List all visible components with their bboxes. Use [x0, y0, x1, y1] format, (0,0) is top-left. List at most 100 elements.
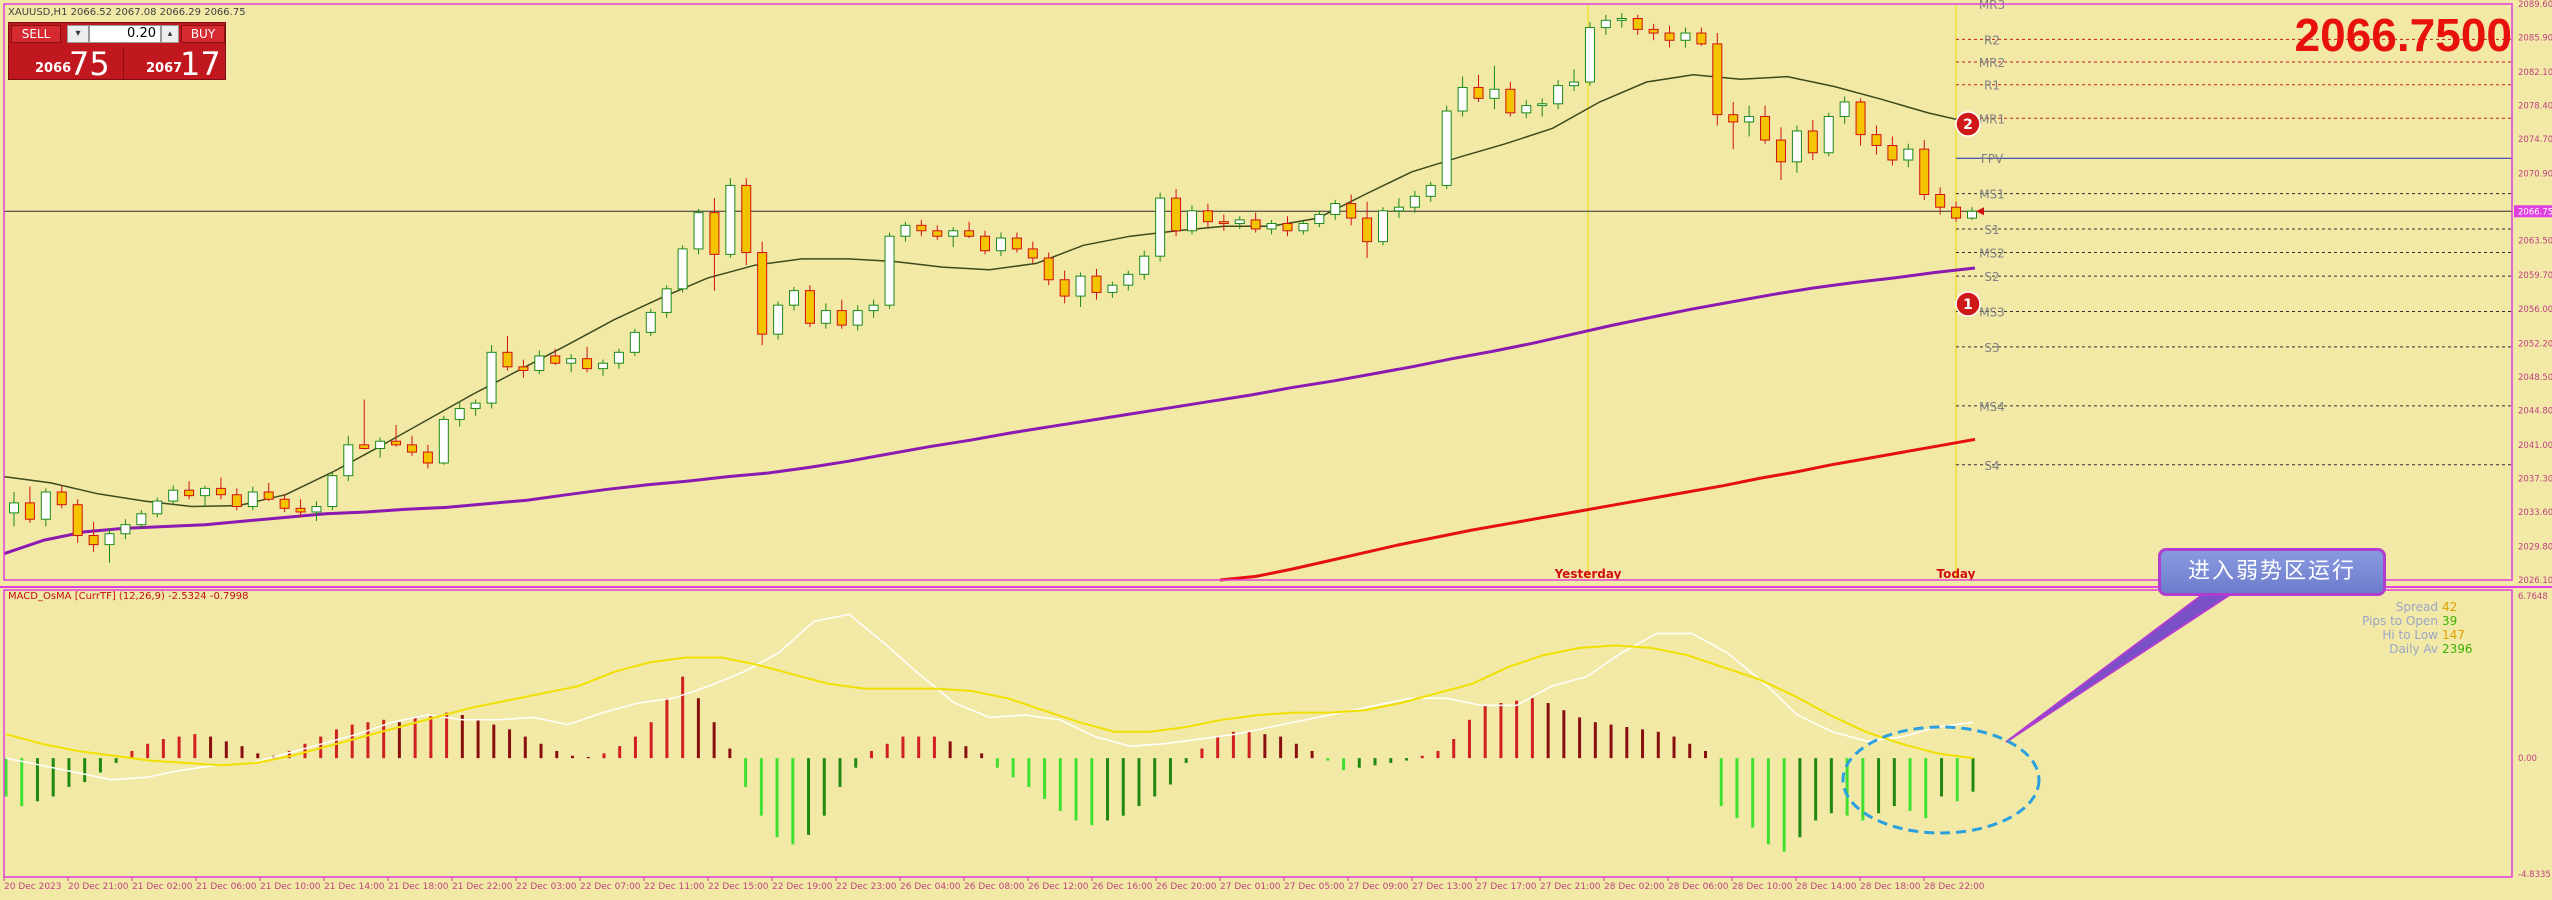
candle — [1935, 187, 1946, 215]
candle — [9, 492, 19, 527]
lot-size-input[interactable]: 0.20 — [89, 25, 161, 43]
ma-line-1 — [3, 74, 1976, 508]
candle — [136, 510, 147, 529]
candle — [1553, 80, 1564, 110]
candle — [804, 285, 815, 327]
time-axis-label: 26 Dec 04:00 — [900, 882, 961, 892]
price-axis-label: 2048.50 — [2518, 373, 2552, 383]
candle — [1171, 189, 1182, 237]
price-axis-label: 2033.60 — [2518, 508, 2552, 518]
candle-body — [1600, 19, 1611, 29]
candle-body — [1584, 27, 1595, 83]
time-axis-label: 26 Dec 08:00 — [964, 882, 1025, 892]
time-axis-label: 22 Dec 19:00 — [772, 882, 833, 892]
candle — [1919, 140, 1930, 200]
candle — [1011, 232, 1022, 253]
ma-line-2 — [3, 266, 1976, 556]
time-axis-label: 22 Dec 03:00 — [516, 882, 577, 892]
candle-body — [868, 304, 879, 312]
candle — [1218, 214, 1229, 231]
candle-body — [375, 440, 386, 449]
candle — [1855, 98, 1866, 146]
candle — [231, 488, 242, 511]
candle-body — [231, 494, 242, 508]
candle — [597, 359, 608, 376]
candle — [693, 209, 704, 255]
candle-body — [1839, 101, 1850, 117]
pivot-label-fpv: FPV — [1981, 152, 2004, 166]
candle — [1409, 190, 1420, 213]
candle — [1967, 207, 1977, 220]
candle — [1457, 76, 1468, 117]
candle-body — [1728, 114, 1739, 123]
candle-body — [550, 355, 561, 364]
candle — [852, 305, 863, 331]
pivot-label-r1: R1 — [1984, 79, 2000, 93]
pivot-label-ms1: MS1 — [1979, 188, 2005, 202]
pivot-label-r2: R2 — [1984, 33, 2000, 47]
time-axis-label: 22 Dec 07:00 — [580, 882, 641, 892]
candle — [1123, 270, 1134, 291]
candle-body — [916, 224, 927, 232]
candle-body — [343, 444, 354, 477]
stats-label: Pips to Open — [2362, 614, 2438, 628]
candle-body — [964, 230, 975, 237]
candle-body — [1282, 223, 1293, 232]
buy-price[interactable]: 2067 17 — [123, 45, 224, 83]
candle — [1871, 125, 1882, 155]
candle-body — [502, 351, 513, 368]
stats-label: Spread — [2395, 600, 2438, 614]
candle-body — [852, 310, 863, 326]
candle — [1075, 272, 1086, 307]
candle — [900, 221, 911, 242]
candle-body — [1521, 105, 1532, 114]
stats-value: 2396 — [2442, 642, 2473, 656]
candle — [1139, 250, 1150, 280]
candle — [1441, 105, 1452, 190]
weak-zone-ellipse — [1841, 725, 2041, 835]
candle — [1027, 241, 1038, 264]
macd-axis-label: 0.00 — [2518, 754, 2537, 764]
buy-price-big: 17 — [180, 45, 221, 83]
candle — [1823, 112, 1834, 157]
candle-body — [1330, 203, 1341, 215]
candle — [1505, 82, 1516, 117]
stats-label: Hi to Low — [2382, 628, 2438, 642]
candle — [1712, 33, 1723, 126]
candle — [486, 345, 497, 409]
pivot-label-mr2: MR2 — [1979, 56, 2005, 70]
annotations: 12 — [1841, 111, 2238, 835]
candle — [343, 435, 354, 482]
candle-body — [1903, 148, 1914, 161]
candle-body — [327, 475, 338, 508]
candle-body — [1648, 28, 1659, 34]
candle-body — [932, 230, 943, 237]
lot-up-button[interactable]: ▴ — [161, 25, 179, 43]
candle — [948, 227, 959, 248]
candle — [677, 245, 688, 293]
candle — [820, 303, 831, 329]
sell-button[interactable]: SELL — [11, 25, 61, 43]
candle — [757, 241, 768, 346]
time-axis-label: 28 Dec 22:00 — [1924, 882, 1985, 892]
marker-number-2: 2 — [1963, 117, 1973, 133]
candle — [566, 354, 577, 373]
candle — [868, 299, 879, 318]
time-axis-label: 20 Dec 21:00 — [68, 882, 129, 892]
candle-body — [1473, 86, 1484, 99]
sell-price[interactable]: 2066 75 — [13, 45, 117, 83]
candle-body — [486, 351, 497, 404]
lot-down-button[interactable]: ▾ — [67, 25, 89, 43]
price-axis-label: 2066.75 — [2518, 207, 2552, 217]
time-axis-label: 26 Dec 16:00 — [1092, 882, 1153, 892]
moving-averages — [3, 74, 1976, 582]
candle-body — [1760, 115, 1771, 141]
sell-price-big: 75 — [69, 45, 110, 83]
candle-body — [884, 235, 895, 306]
time-axis-label: 22 Dec 15:00 — [708, 882, 769, 892]
candle — [1903, 143, 1914, 168]
candle — [1155, 192, 1166, 262]
buy-button[interactable]: BUY — [181, 25, 225, 43]
macd-axis-label: 6.7648 — [2518, 592, 2548, 602]
